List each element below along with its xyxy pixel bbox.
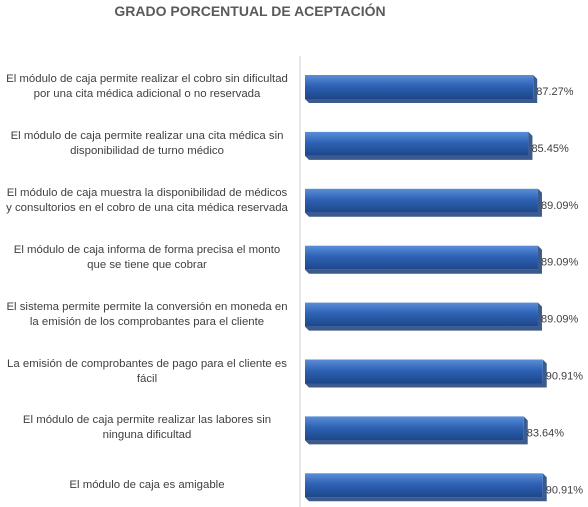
data-label: 89.09% xyxy=(541,314,579,326)
data-label: 87.27% xyxy=(536,86,574,98)
category-label: El sistema permite permite la conversión… xyxy=(6,300,288,328)
bar xyxy=(305,359,543,384)
bar xyxy=(305,131,529,156)
bar-depth xyxy=(305,302,542,331)
category-label: El módulo de caja permite realizar el co… xyxy=(6,73,288,100)
data-label: 89.09% xyxy=(541,257,579,269)
data-label: 83.64% xyxy=(527,427,565,439)
bar xyxy=(305,75,534,99)
data-label: 90.91% xyxy=(546,484,584,496)
category-label: La emisión de comprobantes de pago para … xyxy=(7,357,287,385)
category-label: El módulo de caja muestra la disponibili… xyxy=(6,186,288,214)
bar xyxy=(305,473,543,498)
data-label: 89.09% xyxy=(541,200,579,212)
data-label: 85.45% xyxy=(531,143,569,155)
chart-title: GRADO PORCENTUAL DE ACEPTACIÓN xyxy=(114,3,386,19)
bar xyxy=(305,188,538,213)
category-label: El módulo de caja es amigable xyxy=(69,478,225,491)
bar-depth xyxy=(305,188,542,217)
bar xyxy=(305,416,524,441)
bar-depth xyxy=(305,75,538,103)
bar-depth xyxy=(305,473,547,502)
bar-depth xyxy=(305,416,528,445)
bar-depth xyxy=(305,245,542,274)
bar-depth xyxy=(305,359,547,388)
bar xyxy=(305,245,538,270)
category-label: El módulo de caja permite realizar las l… xyxy=(22,414,272,442)
data-label: 90.91% xyxy=(546,371,584,383)
bar-depth xyxy=(304,131,533,160)
bar xyxy=(305,302,538,327)
category-label: El módulo de caja informa de forma preci… xyxy=(13,243,281,271)
category-label: El módulo de caja permite realizar una c… xyxy=(10,129,284,157)
